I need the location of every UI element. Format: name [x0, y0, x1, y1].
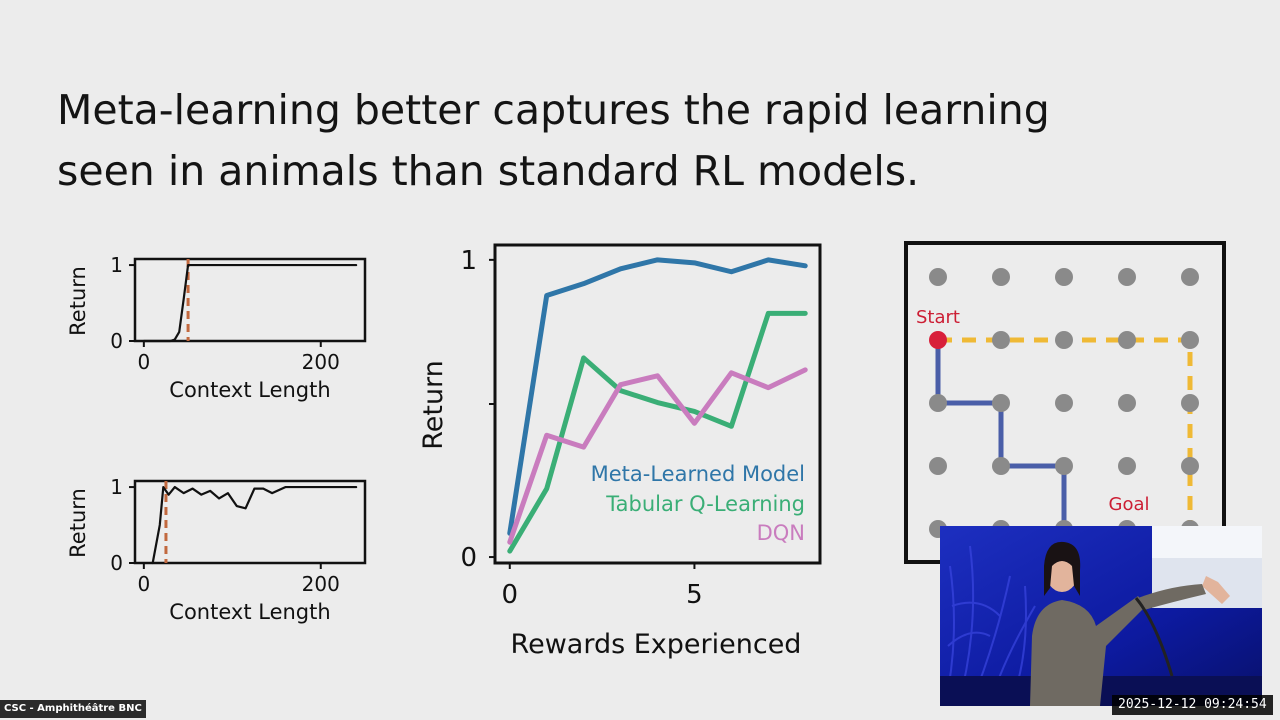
y-tick-label: 1 — [110, 253, 123, 277]
y-tick-label: 1 — [460, 246, 477, 276]
grid-node — [1118, 268, 1136, 286]
x-tick-label: 5 — [686, 580, 703, 610]
grid-node — [992, 457, 1010, 475]
x-tick-label: 0 — [137, 350, 150, 374]
grid-node — [1181, 394, 1199, 412]
plot-frame — [133, 257, 367, 343]
grid-node — [1055, 394, 1073, 412]
x-tick-label: 200 — [302, 572, 340, 596]
grid-node — [1181, 268, 1199, 286]
grid-node — [1055, 268, 1073, 286]
series-line-animal-0 — [142, 263, 358, 343]
grid-node — [1055, 457, 1073, 475]
legend-dqn: DQN — [757, 521, 805, 545]
slide-title: Meta-learning better captures the rapid … — [57, 80, 1057, 202]
start-node — [929, 331, 947, 349]
series-line-meta — [507, 257, 808, 536]
legend-meta-learned: Meta-Learned Model — [591, 462, 805, 486]
x-axis-label: Rewards Experienced — [511, 629, 802, 660]
series-line-dqn — [507, 367, 808, 545]
model-return-chart: 0 5 0 1 Return Rewards Experienced Meta-Lea… — [420, 243, 822, 660]
grid-node — [992, 331, 1010, 349]
series-line-animal-0 — [151, 485, 358, 565]
series-line-tabular — [507, 310, 808, 554]
grid-node — [1181, 331, 1199, 349]
x-tick-label: 200 — [302, 350, 340, 374]
grid-node — [1181, 457, 1199, 475]
grid-node — [1118, 394, 1136, 412]
x-axis-label: Context Length — [169, 600, 330, 624]
microphone-icon — [1134, 597, 1174, 677]
location-caption: CSC - Amphithéâtre BNC — [0, 700, 146, 718]
grid-node — [929, 394, 947, 412]
gridworld-diagram: Start Goal — [904, 241, 1226, 564]
grid-node — [929, 457, 947, 475]
goal-label: Goal — [1109, 494, 1150, 515]
speaker-video-overlay — [940, 526, 1262, 706]
y-tick-label: 0 — [110, 329, 123, 353]
x-tick-label: 0 — [137, 572, 150, 596]
y-tick-label: 0 — [110, 551, 123, 575]
y-axis-label: Return — [66, 488, 90, 558]
grid-node — [1118, 457, 1136, 475]
slide-title-line-1: Meta-learning better captures the rapid … — [57, 86, 1050, 134]
grid-node — [992, 394, 1010, 412]
animal-return-chart-top: 0 200 0 1 Return Context Length — [66, 253, 367, 402]
animal-return-chart-bottom: 0 200 0 1 Return Context Length — [66, 475, 367, 624]
grid-node — [929, 268, 947, 286]
legend-tabular-q: Tabular Q-Learning — [605, 492, 805, 516]
grid-node — [1118, 331, 1136, 349]
x-tick-label: 0 — [501, 580, 518, 610]
plot-frame — [133, 479, 367, 565]
x-axis-label: Context Length — [169, 378, 330, 402]
start-label: Start — [916, 307, 960, 328]
slide-title-line-2: seen in animals than standard RL models. — [57, 147, 920, 195]
grid-node — [1055, 331, 1073, 349]
blue-path — [935, 340, 1067, 530]
y-axis-label: Return — [420, 360, 449, 450]
timestamp-caption: 2025-12-12 09:24:54 — [1112, 695, 1273, 715]
y-axis-label: Return — [66, 266, 90, 336]
speaker-figure — [1030, 541, 1230, 706]
y-tick-label: 0 — [460, 543, 477, 573]
grid-node — [992, 268, 1010, 286]
y-tick-label: 1 — [110, 475, 123, 499]
speaker-video-frame — [940, 526, 1262, 706]
